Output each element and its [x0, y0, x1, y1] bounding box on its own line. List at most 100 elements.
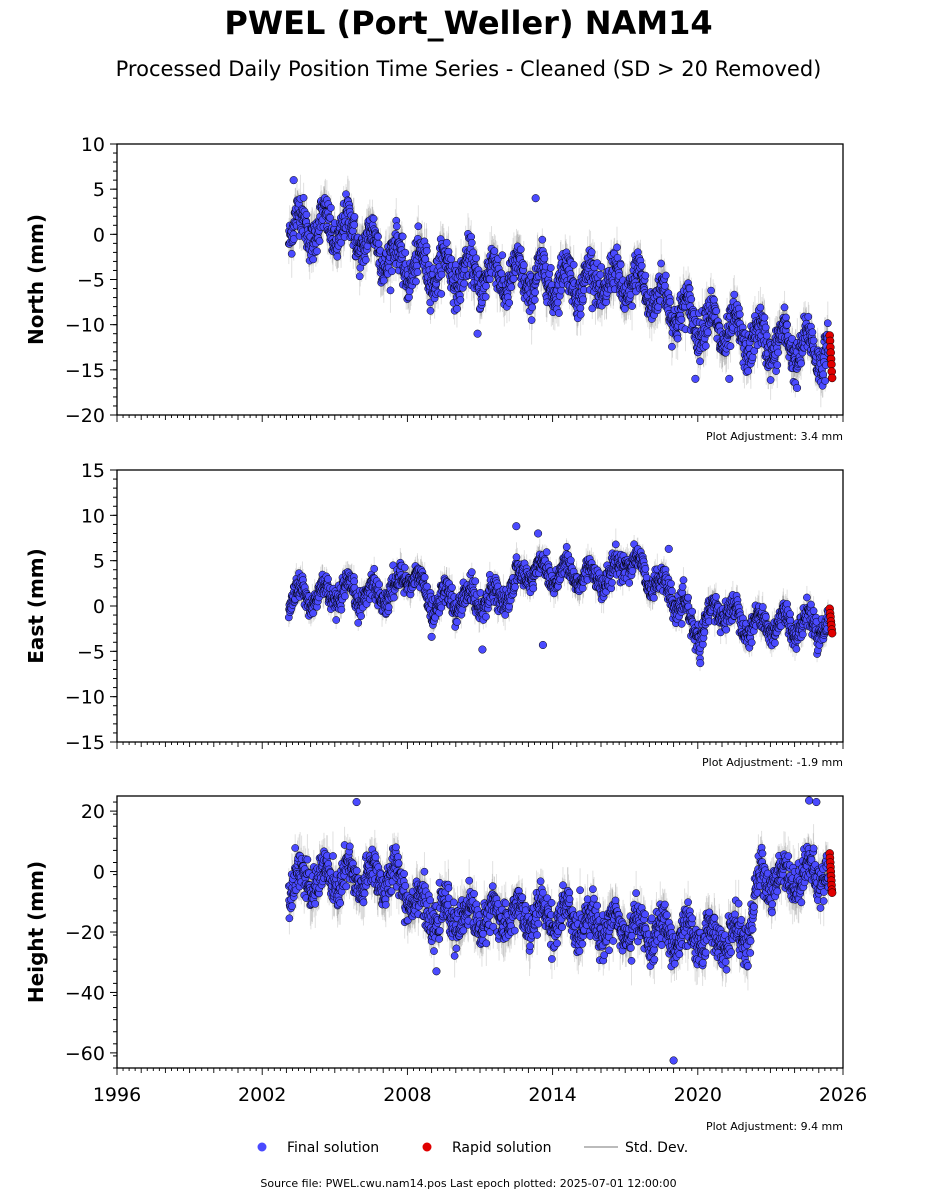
final-point — [819, 370, 828, 379]
panel-0: 10 5 0 −5 −10 −15 −20 North (mm) Plot Adjustment… — [24, 134, 844, 443]
final-point — [527, 316, 536, 324]
final-point — [707, 286, 715, 295]
final-point — [762, 331, 771, 340]
final-point — [744, 367, 753, 375]
final-point — [726, 342, 735, 351]
final-point — [326, 213, 334, 222]
x-ticks — [116, 415, 844, 422]
final-point — [661, 281, 669, 290]
final-point — [809, 336, 818, 345]
final-point — [780, 303, 789, 312]
final-point — [620, 305, 629, 313]
final-point — [668, 342, 676, 351]
final-point — [616, 260, 625, 269]
final-point — [666, 298, 674, 306]
final-point — [507, 283, 516, 292]
final-point — [783, 320, 791, 329]
final-point — [657, 259, 665, 268]
final-point — [528, 303, 537, 312]
final-point — [437, 290, 446, 298]
final-point — [579, 295, 587, 304]
final-point — [773, 361, 782, 369]
chart-subtitle: Processed Daily Position Time Series - C… — [115, 57, 822, 81]
final-point — [374, 239, 383, 248]
final-point — [685, 284, 694, 293]
final-point — [369, 214, 378, 223]
final-point — [531, 288, 539, 297]
final-point — [748, 353, 757, 362]
panel-plot-area — [284, 522, 837, 672]
final-point — [355, 272, 364, 281]
final-point — [337, 238, 345, 247]
chart-canvas: 10 5 0 −5 −10 −15 −20 North (mm) Plot Adjustment… — [24, 134, 867, 1156]
final-point — [701, 342, 710, 350]
final-point — [485, 275, 494, 284]
final-point — [467, 238, 476, 247]
final-point — [804, 312, 813, 321]
final-point — [569, 260, 578, 269]
final-point — [472, 254, 480, 263]
final-point — [437, 270, 446, 279]
final-point-outlier — [792, 383, 802, 392]
final-point — [576, 310, 585, 319]
final-point — [302, 210, 311, 219]
final-point — [333, 252, 342, 261]
y-tick-label: 5 — [93, 179, 105, 201]
final-point — [730, 290, 739, 299]
final-point — [687, 295, 696, 304]
final-point — [482, 282, 490, 290]
plot-adjustment-note: Plot Adjustment: 3.4 mm — [706, 430, 843, 443]
final-point — [350, 212, 359, 221]
final-point — [823, 319, 832, 328]
panel-plot-area — [284, 174, 837, 408]
final-point — [774, 348, 782, 357]
final-point — [788, 335, 796, 343]
rapid-point — [827, 373, 837, 383]
final-point — [760, 313, 769, 322]
final-point — [379, 276, 388, 285]
final-point — [412, 277, 420, 286]
final-point — [641, 271, 650, 280]
rapid-point — [827, 360, 836, 369]
final-point — [661, 271, 670, 280]
final-point — [481, 292, 490, 301]
final-point — [712, 307, 721, 315]
final-point — [309, 255, 318, 264]
final-point — [797, 359, 805, 368]
final-point — [555, 309, 563, 317]
y-ticks — [110, 143, 117, 416]
final-point — [460, 279, 469, 288]
y-tick-label: −5 — [77, 270, 105, 292]
final-solution-series — [284, 176, 833, 392]
final-point — [782, 313, 790, 322]
final-point — [710, 295, 718, 304]
final-point — [490, 247, 499, 255]
final-point — [426, 306, 435, 315]
final-point — [401, 248, 410, 257]
y-tick-label: −15 — [65, 360, 105, 382]
y-tick-label: 0 — [93, 224, 105, 246]
final-point — [315, 237, 324, 245]
final-point-outlier — [691, 374, 700, 383]
y-tick-label: −10 — [65, 315, 105, 337]
final-point — [704, 328, 712, 337]
y-axis-label: North (mm) — [24, 214, 48, 345]
final-point — [735, 310, 744, 319]
chart-title: PWEL (Port_Weller) NAM14 — [224, 4, 713, 42]
final-point — [673, 334, 682, 343]
final-point — [509, 274, 518, 283]
final-point — [388, 267, 396, 276]
final-point — [327, 203, 335, 212]
final-point — [442, 238, 451, 247]
final-point-outlier — [289, 176, 298, 185]
final-point — [808, 328, 817, 337]
final-point — [530, 296, 539, 304]
final-point — [540, 254, 549, 263]
final-point — [392, 222, 401, 231]
final-point-outlier — [725, 374, 734, 383]
final-point — [546, 264, 555, 272]
final-point — [576, 304, 585, 312]
final-point — [453, 304, 461, 313]
final-point — [299, 193, 308, 202]
